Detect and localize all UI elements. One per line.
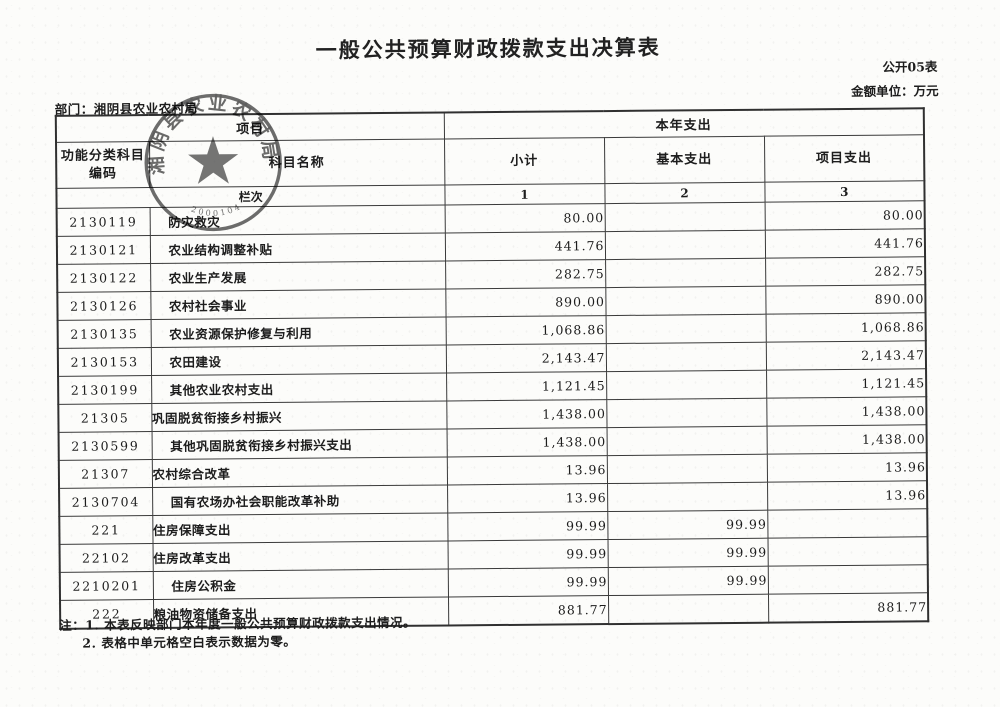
- basic-expense-value-cell: [606, 370, 767, 400]
- basic-expense-value-cell: [608, 594, 769, 625]
- basic-expense-value-cell: [606, 454, 768, 484]
- basic-expense-value-cell: [604, 230, 766, 260]
- header-basic-expense: 基本支出: [604, 136, 765, 184]
- header-row-columns: 功能分类科目 编码 科目名称 小计 基本支出 项目支出: [56, 134, 925, 189]
- subject-name-cell: 其他农业农村支出: [151, 372, 447, 404]
- subtotal-value-cell: 99.99: [447, 567, 609, 597]
- basic-expense-value-cell: 99.99: [607, 538, 768, 568]
- basic-expense-value-cell: [605, 258, 766, 288]
- function-code-cell: 2130126: [57, 291, 151, 321]
- subtotal-value-cell: 890.00: [445, 287, 606, 317]
- project-expense-value-cell: 282.75: [765, 256, 926, 287]
- subtotal-value-cell: 13.96: [447, 483, 608, 513]
- subtotal-value-cell: 1,438.00: [446, 399, 607, 429]
- subtotal-value-cell: 1,068.86: [445, 315, 606, 345]
- project-expense-value-cell: 13.96: [766, 452, 928, 483]
- subject-name-cell: 国有农场办社会职能改革补助: [152, 484, 448, 516]
- basic-expense-value-cell: [606, 426, 767, 456]
- subject-name-cell: 农村综合改革: [151, 456, 448, 488]
- subtotal-value-cell: 1,121.45: [446, 371, 607, 401]
- project-expense-value-cell: 881.77: [768, 592, 929, 623]
- header-item: 项目: [55, 112, 445, 143]
- function-code-cell: 21307: [58, 459, 153, 489]
- subject-name-cell: 农业资源保护修复与利用: [150, 316, 446, 348]
- project-expense-value-cell: 890.00: [765, 284, 926, 315]
- subject-name-cell: 农业结构调整补贴: [149, 232, 446, 264]
- function-code-cell: 2130121: [56, 235, 151, 265]
- subject-name-cell: 住房公积金: [152, 568, 449, 600]
- subject-name-cell: 住房改革支出: [152, 540, 448, 572]
- basic-expense-value-cell: [606, 398, 767, 428]
- project-expense-value-cell: 1,438.00: [766, 424, 927, 455]
- function-code-cell: 2130599: [58, 431, 152, 461]
- function-code-cell: 2130153: [57, 347, 152, 377]
- project-expense-value-cell: 80.00: [764, 200, 925, 231]
- subtotal-value-cell: 881.77: [448, 595, 609, 626]
- basic-expense-value-cell: [604, 202, 765, 232]
- project-expense-value-cell: 1,068.86: [765, 312, 926, 343]
- project-expense-value-cell: 2,143.47: [765, 340, 927, 371]
- table-code-label: 公开05表: [882, 59, 938, 75]
- note-line-2: 2. 表格中单元格空白表示数据为零。: [82, 633, 297, 651]
- project-expense-value-cell: 13.96: [767, 480, 928, 511]
- project-expense-value-cell: 1,438.00: [766, 396, 927, 427]
- subtotal-value-cell: 13.96: [446, 455, 608, 485]
- subject-name-cell: 巩固脱贫衔接乡村振兴: [151, 400, 447, 432]
- column-number-1: 1: [444, 183, 605, 205]
- header-function-code: 功能分类科目 编码: [56, 141, 150, 189]
- header-function-code-line1: 功能分类科目: [60, 148, 145, 164]
- subtotal-value-cell: 441.76: [444, 231, 606, 261]
- header-subject-name: 科目名称: [149, 138, 445, 188]
- project-expense-value-cell: [767, 536, 928, 567]
- subject-name-cell: 农村社会事业: [150, 288, 446, 320]
- subject-name-cell: 住房保障支出: [152, 512, 448, 544]
- project-expense-value-cell: 441.76: [764, 228, 926, 259]
- subtotal-value-cell: 1,438.00: [446, 427, 607, 457]
- subtotal-value-cell: 2,143.47: [445, 343, 607, 373]
- function-code-cell: 2210201: [59, 571, 154, 601]
- basic-expense-value-cell: [605, 286, 766, 316]
- column-number-2: 2: [604, 182, 765, 204]
- function-code-cell: 221: [59, 515, 153, 545]
- basic-expense-value-cell: [605, 342, 767, 372]
- function-code-cell: 2130122: [57, 263, 151, 293]
- subject-name-cell: 农田建设: [150, 344, 447, 376]
- function-code-cell: 2130135: [57, 319, 151, 349]
- project-expense-value-cell: [767, 564, 928, 595]
- header-project-expense: 项目支出: [764, 134, 925, 183]
- subtotal-value-cell: 282.75: [445, 259, 606, 289]
- project-expense-value-cell: 1,121.45: [766, 368, 927, 399]
- basic-expense-value-cell: 99.99: [607, 566, 769, 596]
- amount-unit-label: 金额单位：万元: [851, 83, 939, 99]
- subject-name-cell: 其他巩固脱贫衔接乡村振兴支出: [151, 428, 447, 460]
- subtotal-value-cell: 80.00: [444, 203, 605, 233]
- project-expense-value-cell: [767, 508, 928, 539]
- subject-name-cell: 农业生产发展: [150, 260, 446, 292]
- subtotal-value-cell: 99.99: [447, 539, 608, 569]
- document-title: 一般公共预算财政拨款支出决算表: [315, 34, 661, 63]
- subject-name-cell: 防灾救灾: [149, 204, 445, 236]
- basic-expense-value-cell: 99.99: [607, 510, 768, 540]
- function-code-cell: 2130199: [58, 375, 152, 405]
- function-code-cell: 21305: [58, 403, 152, 433]
- function-code-cell: 22102: [59, 543, 153, 573]
- subtotal-value-cell: 99.99: [447, 511, 608, 541]
- header-subtotal: 小计: [444, 137, 605, 185]
- function-code-cell: 2130704: [59, 487, 153, 517]
- header-current-year-expense: 本年支出: [443, 108, 924, 139]
- basic-expense-value-cell: [605, 314, 766, 344]
- budget-expenditure-table: 项目 本年支出 功能分类科目 编码 科目名称 小计 基本支出 项目支出 栏次 1: [54, 107, 930, 630]
- table-body: 项目 本年支出 功能分类科目 编码 科目名称 小计 基本支出 项目支出 栏次 1: [55, 108, 929, 629]
- header-function-code-line2: 编码: [88, 165, 118, 182]
- basic-expense-value-cell: [607, 482, 768, 512]
- function-code-cell: 2130119: [56, 207, 150, 237]
- column-number-3: 3: [764, 180, 925, 203]
